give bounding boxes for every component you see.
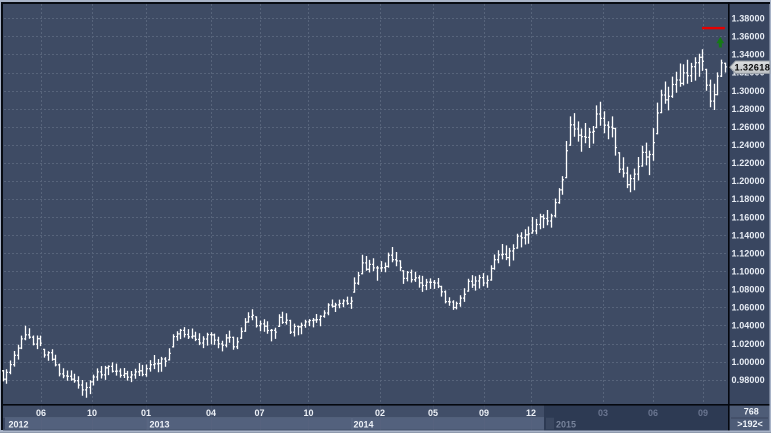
svg-text:>192<: >192< [737,419,763,429]
svg-text:02: 02 [375,408,385,418]
svg-text:768: 768 [744,407,759,417]
svg-text:1.38000: 1.38000 [732,14,765,24]
svg-text:1.16000: 1.16000 [732,212,765,222]
svg-text:1.06000: 1.06000 [732,303,765,313]
svg-text:1.00000: 1.00000 [732,357,765,367]
svg-text:1.18000: 1.18000 [732,194,765,204]
svg-text:2015: 2015 [556,419,576,429]
svg-text:09: 09 [479,408,489,418]
svg-text:1.28000: 1.28000 [732,104,765,114]
svg-text:0.98000: 0.98000 [732,375,765,385]
svg-text:1.20000: 1.20000 [732,176,765,186]
svg-text:01: 01 [141,408,151,418]
svg-text:1.24000: 1.24000 [732,140,765,150]
svg-text:03: 03 [598,408,608,418]
svg-text:1.32618: 1.32618 [735,62,771,72]
svg-text:10: 10 [87,408,97,418]
svg-text:1.08000: 1.08000 [732,285,765,295]
svg-text:07: 07 [254,408,264,418]
svg-text:1.34000: 1.34000 [732,50,765,60]
svg-text:1.30000: 1.30000 [732,86,765,96]
svg-text:09: 09 [698,408,708,418]
svg-text:1.02000: 1.02000 [732,339,765,349]
svg-text:1.26000: 1.26000 [732,122,765,132]
svg-text:12: 12 [526,408,536,418]
svg-text:10: 10 [303,408,313,418]
svg-text:1.10000: 1.10000 [732,267,765,277]
svg-text:2013: 2013 [150,419,170,429]
svg-text:1.04000: 1.04000 [732,321,765,331]
svg-text:1.22000: 1.22000 [732,158,765,168]
svg-text:2012: 2012 [9,419,29,429]
svg-text:04: 04 [206,408,216,418]
svg-text:05: 05 [428,408,438,418]
svg-text:2014: 2014 [354,419,374,429]
svg-text:1.36000: 1.36000 [732,32,765,42]
svg-text:06: 06 [648,408,658,418]
svg-text:1.14000: 1.14000 [732,230,765,240]
svg-text:1.12000: 1.12000 [732,248,765,258]
svg-text:06: 06 [36,408,46,418]
